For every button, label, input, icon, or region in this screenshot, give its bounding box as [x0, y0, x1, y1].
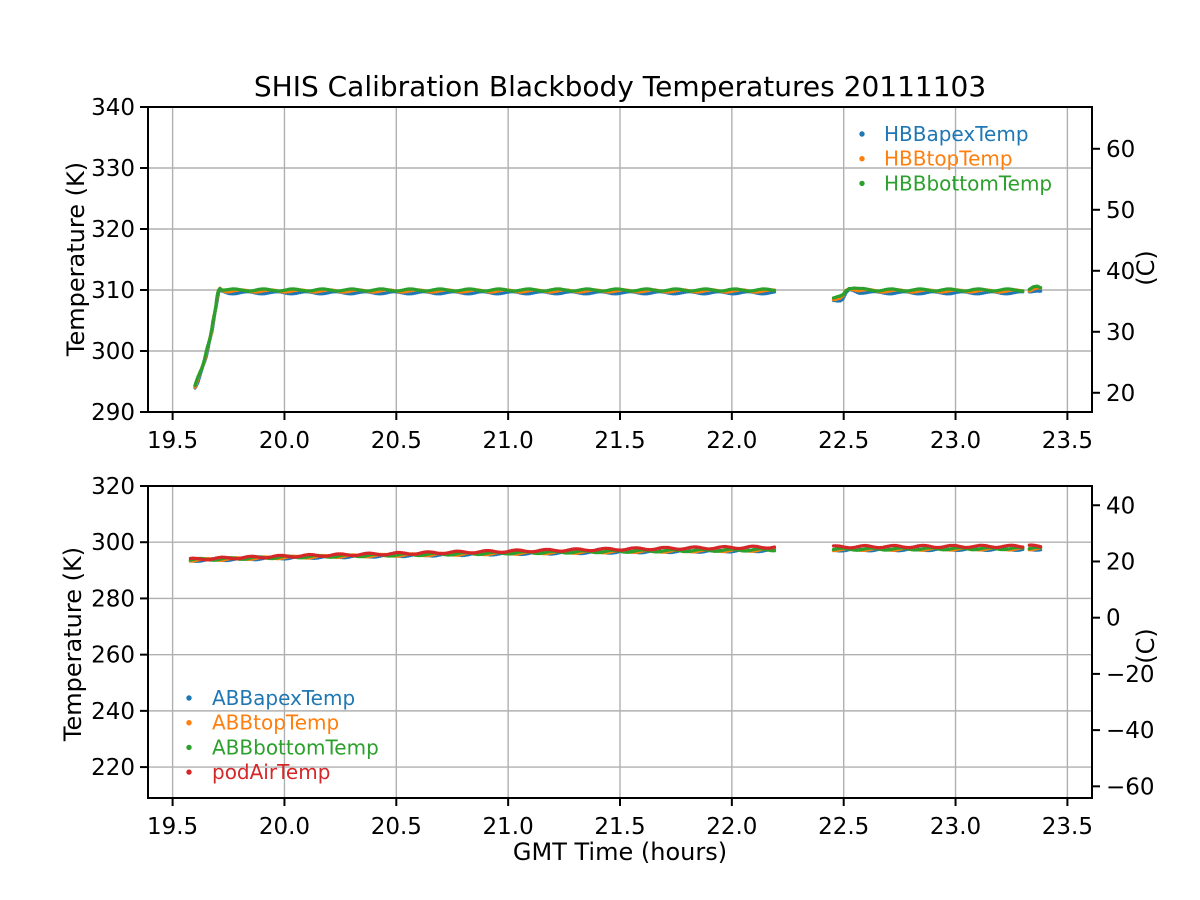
legend-marker [186, 720, 192, 726]
x-tick-label: 21.0 [483, 428, 534, 454]
legend-label: ABBapexTemp [212, 686, 355, 710]
x-tick-label: 21.5 [594, 428, 645, 454]
y-tick-label: 220 [91, 755, 135, 781]
y-tick-label: 240 [91, 699, 135, 725]
x-axis-label: GMT Time (hours) [512, 838, 728, 866]
x-tick-label: 22.0 [706, 428, 757, 454]
x-tick-label: 22.5 [818, 428, 869, 454]
y-tick-label: 300 [91, 530, 135, 556]
legend-marker [859, 156, 865, 162]
x-tick-label: 23.0 [930, 428, 981, 454]
legend-label: podAirTemp [212, 760, 330, 784]
x-tick-label: 22.5 [818, 814, 869, 840]
legend-marker [186, 695, 192, 701]
series-HBBapexTemp [193, 287, 1043, 390]
y-right-tick-label: 20 [1106, 381, 1135, 407]
legend-marker [859, 180, 865, 187]
y-right-tick-label: 30 [1106, 320, 1135, 346]
y-right-tick-label: 50 [1106, 198, 1135, 224]
y-tick-label: 330 [91, 156, 135, 182]
x-tick-label: 20.0 [259, 814, 310, 840]
legend-label: HBBtopTemp [884, 147, 1013, 171]
y-right-tick-label: −40 [1106, 718, 1155, 744]
legend-label: ABBtopTemp [212, 711, 339, 735]
y-right-tick-label: −20 [1106, 662, 1155, 688]
x-tick-label: 20.5 [371, 814, 422, 840]
y-right-tick-label: 20 [1106, 549, 1135, 575]
y-axis-label-bottom: Temperature (K) [59, 546, 87, 742]
y-right-tick-label: 40 [1106, 493, 1135, 519]
y-tick-label: 320 [91, 217, 135, 243]
x-tick-label: 23.5 [1042, 814, 1093, 840]
y-tick-label: 260 [91, 643, 135, 669]
legend-bottom: ABBapexTempABBtopTempABBbottomTemppodAir… [186, 686, 379, 784]
y-tick-label: 290 [91, 400, 135, 426]
legend-label: ABBbottomTemp [212, 735, 379, 759]
y-right-tick-label: 60 [1106, 137, 1135, 163]
y-tick-label: 280 [91, 586, 135, 612]
series-HBBtopTemp [193, 286, 1043, 389]
y-right-tick-label: 0 [1106, 606, 1121, 632]
x-tick-label: 21.0 [483, 814, 534, 840]
x-tick-label: 21.5 [594, 814, 645, 840]
x-tick-label: 20.5 [371, 428, 422, 454]
legend-marker [186, 769, 192, 775]
x-tick-label: 23.5 [1042, 428, 1093, 454]
y-axis-right-label-bottom: (C) [1132, 628, 1160, 664]
subplot-0: 19.5 20.0 20.5 21.0 21.5 22.0 22.5 23.0 23.5 290 3… [91, 95, 1135, 454]
y-axis-right-label-top: (C) [1132, 250, 1160, 286]
y-axis-label-top: Temperature (K) [62, 161, 90, 357]
series-HBBbottomTemp [193, 284, 1043, 388]
x-tick-label: 19.5 [147, 814, 198, 840]
x-tick-label: 19.5 [147, 428, 198, 454]
y-right-tick-label: −60 [1106, 774, 1155, 800]
legend-marker [859, 131, 865, 137]
series-podAirTemp [188, 543, 1043, 562]
y-right-tick-label: 40 [1106, 259, 1135, 285]
x-tick-label: 23.0 [930, 814, 981, 840]
subplot-1: 19.5 20.0 20.5 21.0 21.5 22.0 22.5 23.0 23.5 220 2… [91, 474, 1154, 840]
y-tick-label: 310 [91, 278, 135, 304]
y-tick-label: 340 [91, 95, 135, 121]
legend-marker [186, 744, 192, 751]
y-tick-label: 300 [91, 339, 135, 365]
x-tick-label: 20.0 [259, 428, 310, 454]
chart-title: SHIS Calibration Blackbody Temperatures … [253, 70, 987, 103]
x-tick-label: 22.0 [706, 814, 757, 840]
legend-label: HBBbottomTemp [884, 171, 1052, 195]
y-tick-label: 320 [91, 474, 135, 500]
legend-label: HBBapexTemp [884, 122, 1029, 146]
